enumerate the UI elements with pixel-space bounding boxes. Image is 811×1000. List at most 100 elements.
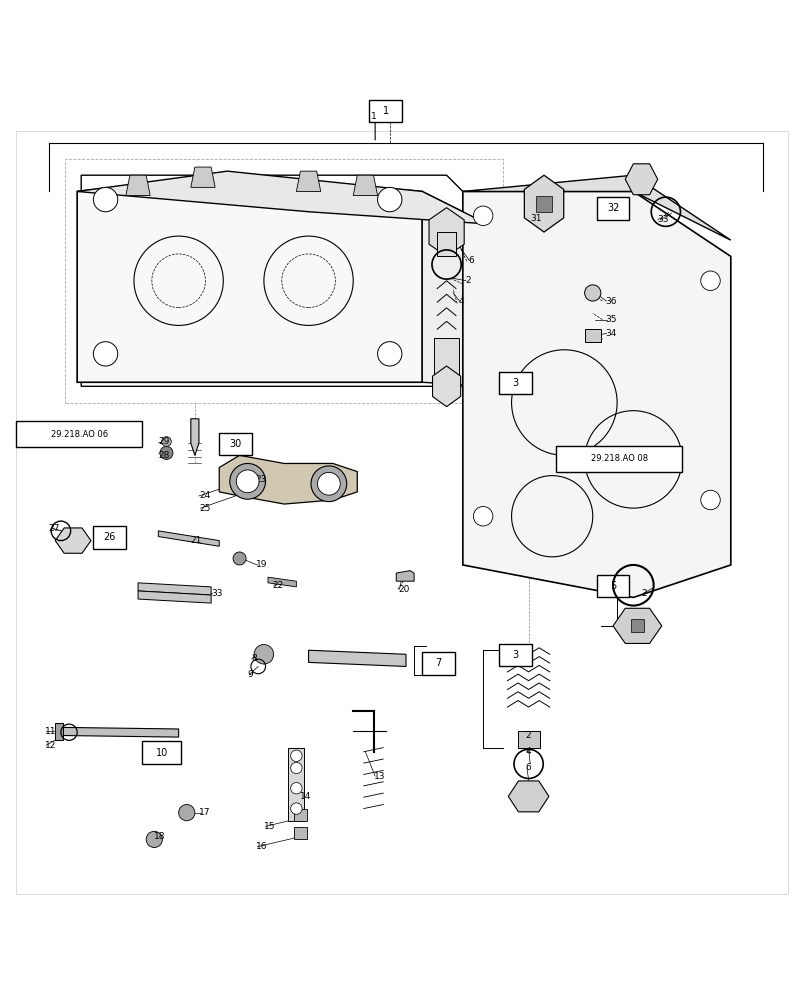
Circle shape [377,342,401,366]
Text: 35: 35 [604,315,616,324]
Polygon shape [535,196,551,212]
Polygon shape [268,577,296,587]
Polygon shape [61,727,178,737]
Text: 14: 14 [300,792,311,801]
Text: 32: 32 [606,203,619,213]
Polygon shape [462,175,730,240]
FancyBboxPatch shape [499,372,531,394]
Text: 33: 33 [657,215,668,224]
Polygon shape [191,167,215,187]
Text: 5: 5 [609,581,616,591]
Text: 36: 36 [604,297,616,306]
Circle shape [473,206,492,226]
Text: 15: 15 [264,822,275,831]
Text: 29: 29 [158,437,169,446]
Polygon shape [422,191,487,386]
Text: 2: 2 [465,276,470,285]
Text: 20: 20 [397,585,409,594]
Circle shape [93,187,118,212]
Text: 16: 16 [255,842,267,851]
Polygon shape [630,619,643,632]
Text: 4: 4 [525,747,530,756]
Polygon shape [158,531,219,546]
FancyBboxPatch shape [16,421,142,447]
Polygon shape [81,175,487,386]
Text: 6: 6 [468,256,474,265]
Circle shape [230,463,265,499]
Circle shape [584,285,600,301]
Text: 24: 24 [199,491,210,500]
Text: 23: 23 [255,475,267,484]
Polygon shape [55,528,91,553]
Text: 26: 26 [103,532,116,542]
Text: 27: 27 [49,524,60,533]
Polygon shape [462,191,730,597]
FancyBboxPatch shape [142,741,181,764]
Circle shape [254,645,273,664]
Circle shape [161,437,171,446]
FancyBboxPatch shape [499,644,531,666]
Polygon shape [584,329,600,342]
Text: 7: 7 [435,658,441,668]
Text: 29.218.AO 06: 29.218.AO 06 [50,430,108,439]
Text: 13: 13 [373,772,384,781]
Circle shape [236,470,259,493]
Polygon shape [191,419,199,455]
Polygon shape [508,781,548,812]
Text: 12: 12 [45,741,56,750]
Polygon shape [77,175,422,382]
Polygon shape [77,171,487,224]
Text: 25: 25 [199,504,210,513]
Circle shape [377,187,401,212]
Text: 33: 33 [211,589,222,598]
Polygon shape [294,809,307,821]
FancyBboxPatch shape [93,526,126,549]
Circle shape [311,466,346,502]
FancyBboxPatch shape [369,100,401,122]
Polygon shape [517,731,539,748]
Text: 18: 18 [154,832,165,841]
Polygon shape [294,827,307,839]
Text: 28: 28 [158,451,169,460]
Text: 29.218.AO 08: 29.218.AO 08 [590,454,647,463]
Text: 11: 11 [45,727,56,736]
Polygon shape [524,175,563,232]
Text: 6: 6 [525,763,530,772]
Text: 3: 3 [512,650,518,660]
Circle shape [178,804,195,821]
Text: 21: 21 [191,536,202,545]
Circle shape [290,762,302,774]
Circle shape [290,803,302,814]
FancyBboxPatch shape [422,652,454,675]
Text: 19: 19 [255,560,267,569]
FancyBboxPatch shape [556,446,681,472]
Polygon shape [436,232,456,256]
Text: 31: 31 [530,214,541,223]
Text: 4: 4 [458,297,464,306]
Circle shape [700,271,719,291]
Circle shape [233,552,246,565]
Polygon shape [138,583,211,595]
Polygon shape [296,171,320,191]
Polygon shape [396,571,414,581]
Polygon shape [612,608,661,643]
Circle shape [146,831,162,848]
Text: 30: 30 [229,439,242,449]
Circle shape [290,783,302,794]
Text: 9: 9 [247,670,253,679]
Polygon shape [308,650,406,666]
Text: 8: 8 [251,654,257,663]
Circle shape [93,342,118,366]
Circle shape [160,446,173,459]
FancyBboxPatch shape [596,575,629,597]
Polygon shape [219,455,357,504]
Text: 3: 3 [512,378,518,388]
Text: 2: 2 [525,731,530,740]
Polygon shape [432,366,460,407]
Polygon shape [434,338,458,378]
Circle shape [290,750,302,761]
Text: 34: 34 [604,329,616,338]
Circle shape [700,490,719,510]
Polygon shape [138,591,211,603]
Polygon shape [353,175,377,196]
